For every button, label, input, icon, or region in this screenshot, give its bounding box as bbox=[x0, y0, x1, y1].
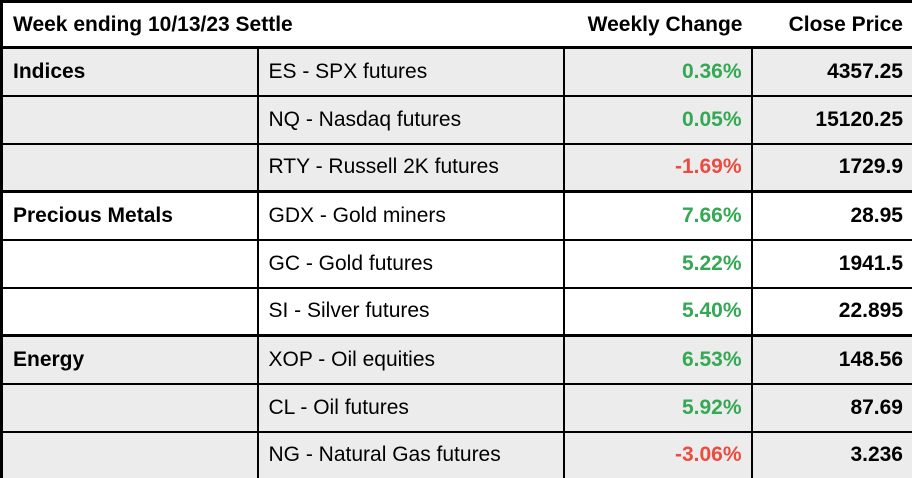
change-cell: 5.22% bbox=[562, 238, 753, 289]
table-row-rty: RTY - Russell 2K futures -1.69% 1729.9 bbox=[0, 142, 912, 193]
category-cell: Energy bbox=[0, 334, 259, 385]
close-cell: 1941.5 bbox=[750, 238, 912, 289]
change-cell: 0.05% bbox=[562, 94, 753, 145]
instrument-cell: GC - Gold futures bbox=[256, 238, 565, 289]
change-cell: 6.53% bbox=[562, 334, 753, 385]
close-cell: 15120.25 bbox=[750, 94, 912, 145]
close-cell: 87.69 bbox=[750, 382, 912, 433]
close-cell: 4357.25 bbox=[750, 46, 912, 97]
instrument-cell: CL - Oil futures bbox=[256, 382, 565, 433]
change-cell: 5.92% bbox=[562, 382, 753, 433]
category-cell bbox=[0, 286, 259, 337]
category-cell: Precious Metals bbox=[0, 190, 259, 241]
col-header-weekly-change: Weekly Change bbox=[563, 1, 752, 49]
instrument-cell: GDX - Gold miners bbox=[256, 190, 565, 241]
instrument-cell: XOP - Oil equities bbox=[256, 334, 565, 385]
category-cell bbox=[0, 142, 259, 193]
table-row-cl: CL - Oil futures 5.92% 87.69 bbox=[0, 382, 912, 433]
table-row-gc: GC - Gold futures 5.22% 1941.5 bbox=[0, 238, 912, 289]
header-row: Week ending 10/13/23 Settle Weekly Chang… bbox=[1, 1, 912, 49]
category-cell bbox=[0, 382, 259, 433]
category-cell bbox=[0, 430, 259, 478]
instrument-cell: RTY - Russell 2K futures bbox=[256, 142, 565, 193]
table-row-xop: Energy XOP - Oil equities 6.53% 148.56 bbox=[0, 334, 912, 385]
change-cell: -1.69% bbox=[562, 142, 753, 193]
category-cell bbox=[0, 238, 259, 289]
instrument-cell: ES - SPX futures bbox=[256, 46, 565, 97]
close-cell: 28.95 bbox=[750, 190, 912, 241]
table-row-ng: NG - Natural Gas futures -3.06% 3.236 bbox=[0, 430, 912, 478]
table-row-gdx: Precious Metals GDX - Gold miners 7.66% … bbox=[0, 190, 912, 241]
change-cell: 7.66% bbox=[562, 190, 753, 241]
instrument-cell: SI - Silver futures bbox=[256, 286, 565, 337]
close-cell: 3.236 bbox=[750, 430, 912, 478]
change-cell: -3.06% bbox=[562, 430, 753, 478]
close-cell: 22.895 bbox=[750, 286, 912, 337]
instrument-cell: NQ - Nasdaq futures bbox=[256, 94, 565, 145]
col-header-close-price: Close Price bbox=[751, 1, 912, 49]
change-cell: 5.40% bbox=[562, 286, 753, 337]
change-cell: 0.36% bbox=[562, 46, 753, 97]
close-cell: 1729.9 bbox=[750, 142, 912, 193]
category-cell bbox=[0, 94, 259, 145]
instrument-cell: NG - Natural Gas futures bbox=[256, 430, 565, 478]
table-row-es: Indices ES - SPX futures 0.36% 4357.25 bbox=[0, 46, 912, 97]
category-cell: Indices bbox=[0, 46, 259, 97]
table-row-si: SI - Silver futures 5.40% 22.895 bbox=[0, 286, 912, 337]
close-cell: 148.56 bbox=[750, 334, 912, 385]
table-row-nq: NQ - Nasdaq futures 0.05% 15120.25 bbox=[0, 94, 912, 145]
table-title: Week ending 10/13/23 Settle bbox=[1, 1, 564, 49]
